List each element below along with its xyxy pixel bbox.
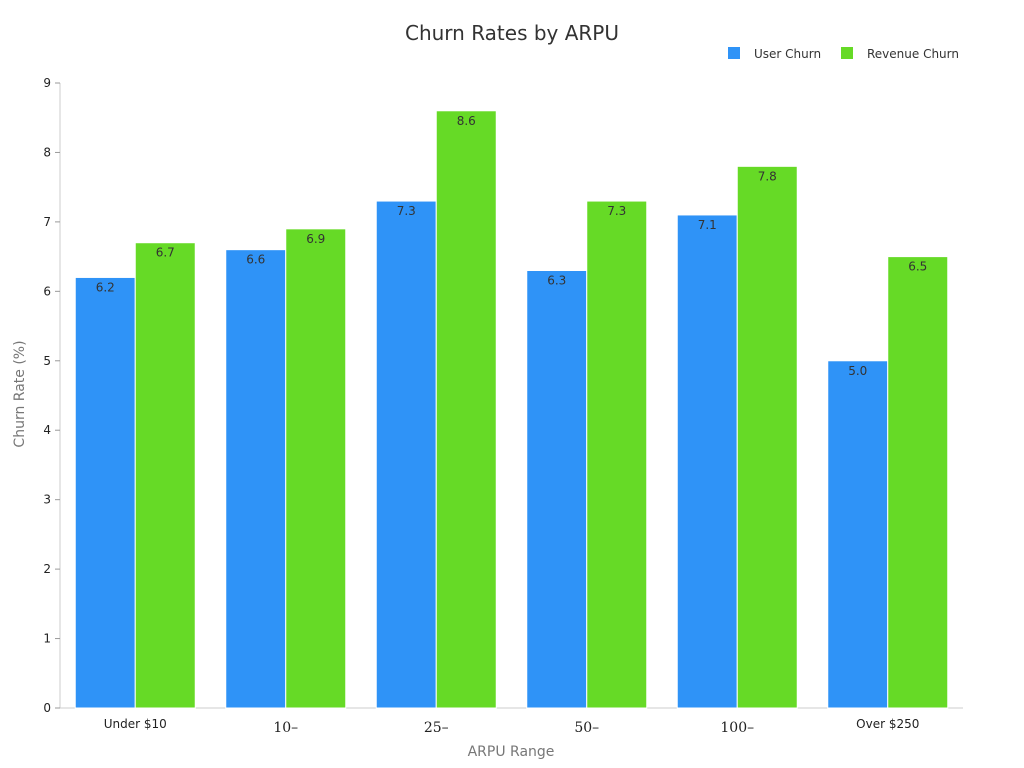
bars — [74, 110, 949, 709]
y-axis: 0 1 2 3 4 5 6 7 8 9 — [43, 76, 61, 715]
bar-user-churn[interactable] — [526, 270, 588, 709]
y-tick-label: 1 — [43, 632, 51, 646]
legend-label[interactable]: User Churn — [754, 47, 821, 61]
x-tick-label: Under $10 — [104, 717, 167, 731]
bar-user-churn[interactable] — [225, 249, 287, 709]
legend-swatch — [841, 47, 853, 59]
x-tick-label: 10– — [273, 720, 298, 736]
bar-value-label: 6.2 — [96, 280, 115, 294]
bar-value-label: 6.6 — [246, 253, 265, 267]
bar-user-churn[interactable] — [74, 276, 136, 709]
bar-value-label: 6.5 — [908, 260, 927, 274]
bar-value-label: 6.3 — [547, 274, 566, 288]
x-tick-label: 50– — [574, 720, 599, 736]
bar-value-label: 7.3 — [607, 204, 626, 218]
bar-revenue-churn[interactable] — [435, 110, 497, 709]
x-tick-label: 25– — [424, 720, 449, 736]
bar-value-label: 6.7 — [156, 246, 175, 260]
y-tick-label: 7 — [43, 215, 51, 229]
legend: User Churn Revenue Churn — [728, 47, 959, 61]
bar-revenue-churn[interactable] — [736, 165, 798, 709]
y-tick-label: 9 — [43, 76, 51, 90]
legend-label[interactable]: Revenue Churn — [867, 47, 959, 61]
bar-value-label: 8.6 — [457, 114, 476, 128]
bar-revenue-churn[interactable] — [285, 228, 347, 709]
legend-swatch — [728, 47, 740, 59]
bar-revenue-churn[interactable] — [586, 200, 648, 709]
y-tick-label: 3 — [43, 493, 51, 507]
bar-user-churn[interactable] — [375, 200, 437, 709]
y-tick-label: 5 — [43, 354, 51, 368]
y-tick-label: 2 — [43, 562, 51, 576]
data-labels: 6.2 6.7 6.6 6.9 7.3 8.6 6.3 7.3 7.1 7.8 5.0 6.5 — [96, 114, 928, 378]
bar-revenue-churn[interactable] — [134, 242, 196, 709]
bar-user-churn[interactable] — [827, 360, 889, 709]
y-tick-label: 6 — [43, 284, 51, 298]
bar-value-label: 7.8 — [758, 169, 777, 183]
x-tick-label: Over $250 — [856, 717, 919, 731]
bar-value-label: 7.1 — [698, 218, 717, 232]
x-tick-label: 100– — [720, 720, 754, 736]
chart-title: Churn Rates by ARPU — [405, 21, 619, 45]
bar-revenue-churn[interactable] — [887, 256, 949, 709]
bar-value-label: 6.9 — [306, 232, 325, 246]
x-axis: Under $10 10– 25– 50– 100– Over $250 — [60, 707, 963, 736]
y-tick-label: 8 — [43, 145, 51, 159]
bar-user-churn[interactable] — [676, 214, 738, 709]
bar-value-label: 7.3 — [397, 204, 416, 218]
x-axis-label: ARPU Range — [468, 744, 555, 760]
y-tick-label: 4 — [43, 423, 51, 437]
y-axis-label: Churn Rate (%) — [12, 340, 28, 447]
bar-value-label: 5.0 — [848, 364, 867, 378]
y-tick-label: 0 — [43, 701, 51, 715]
